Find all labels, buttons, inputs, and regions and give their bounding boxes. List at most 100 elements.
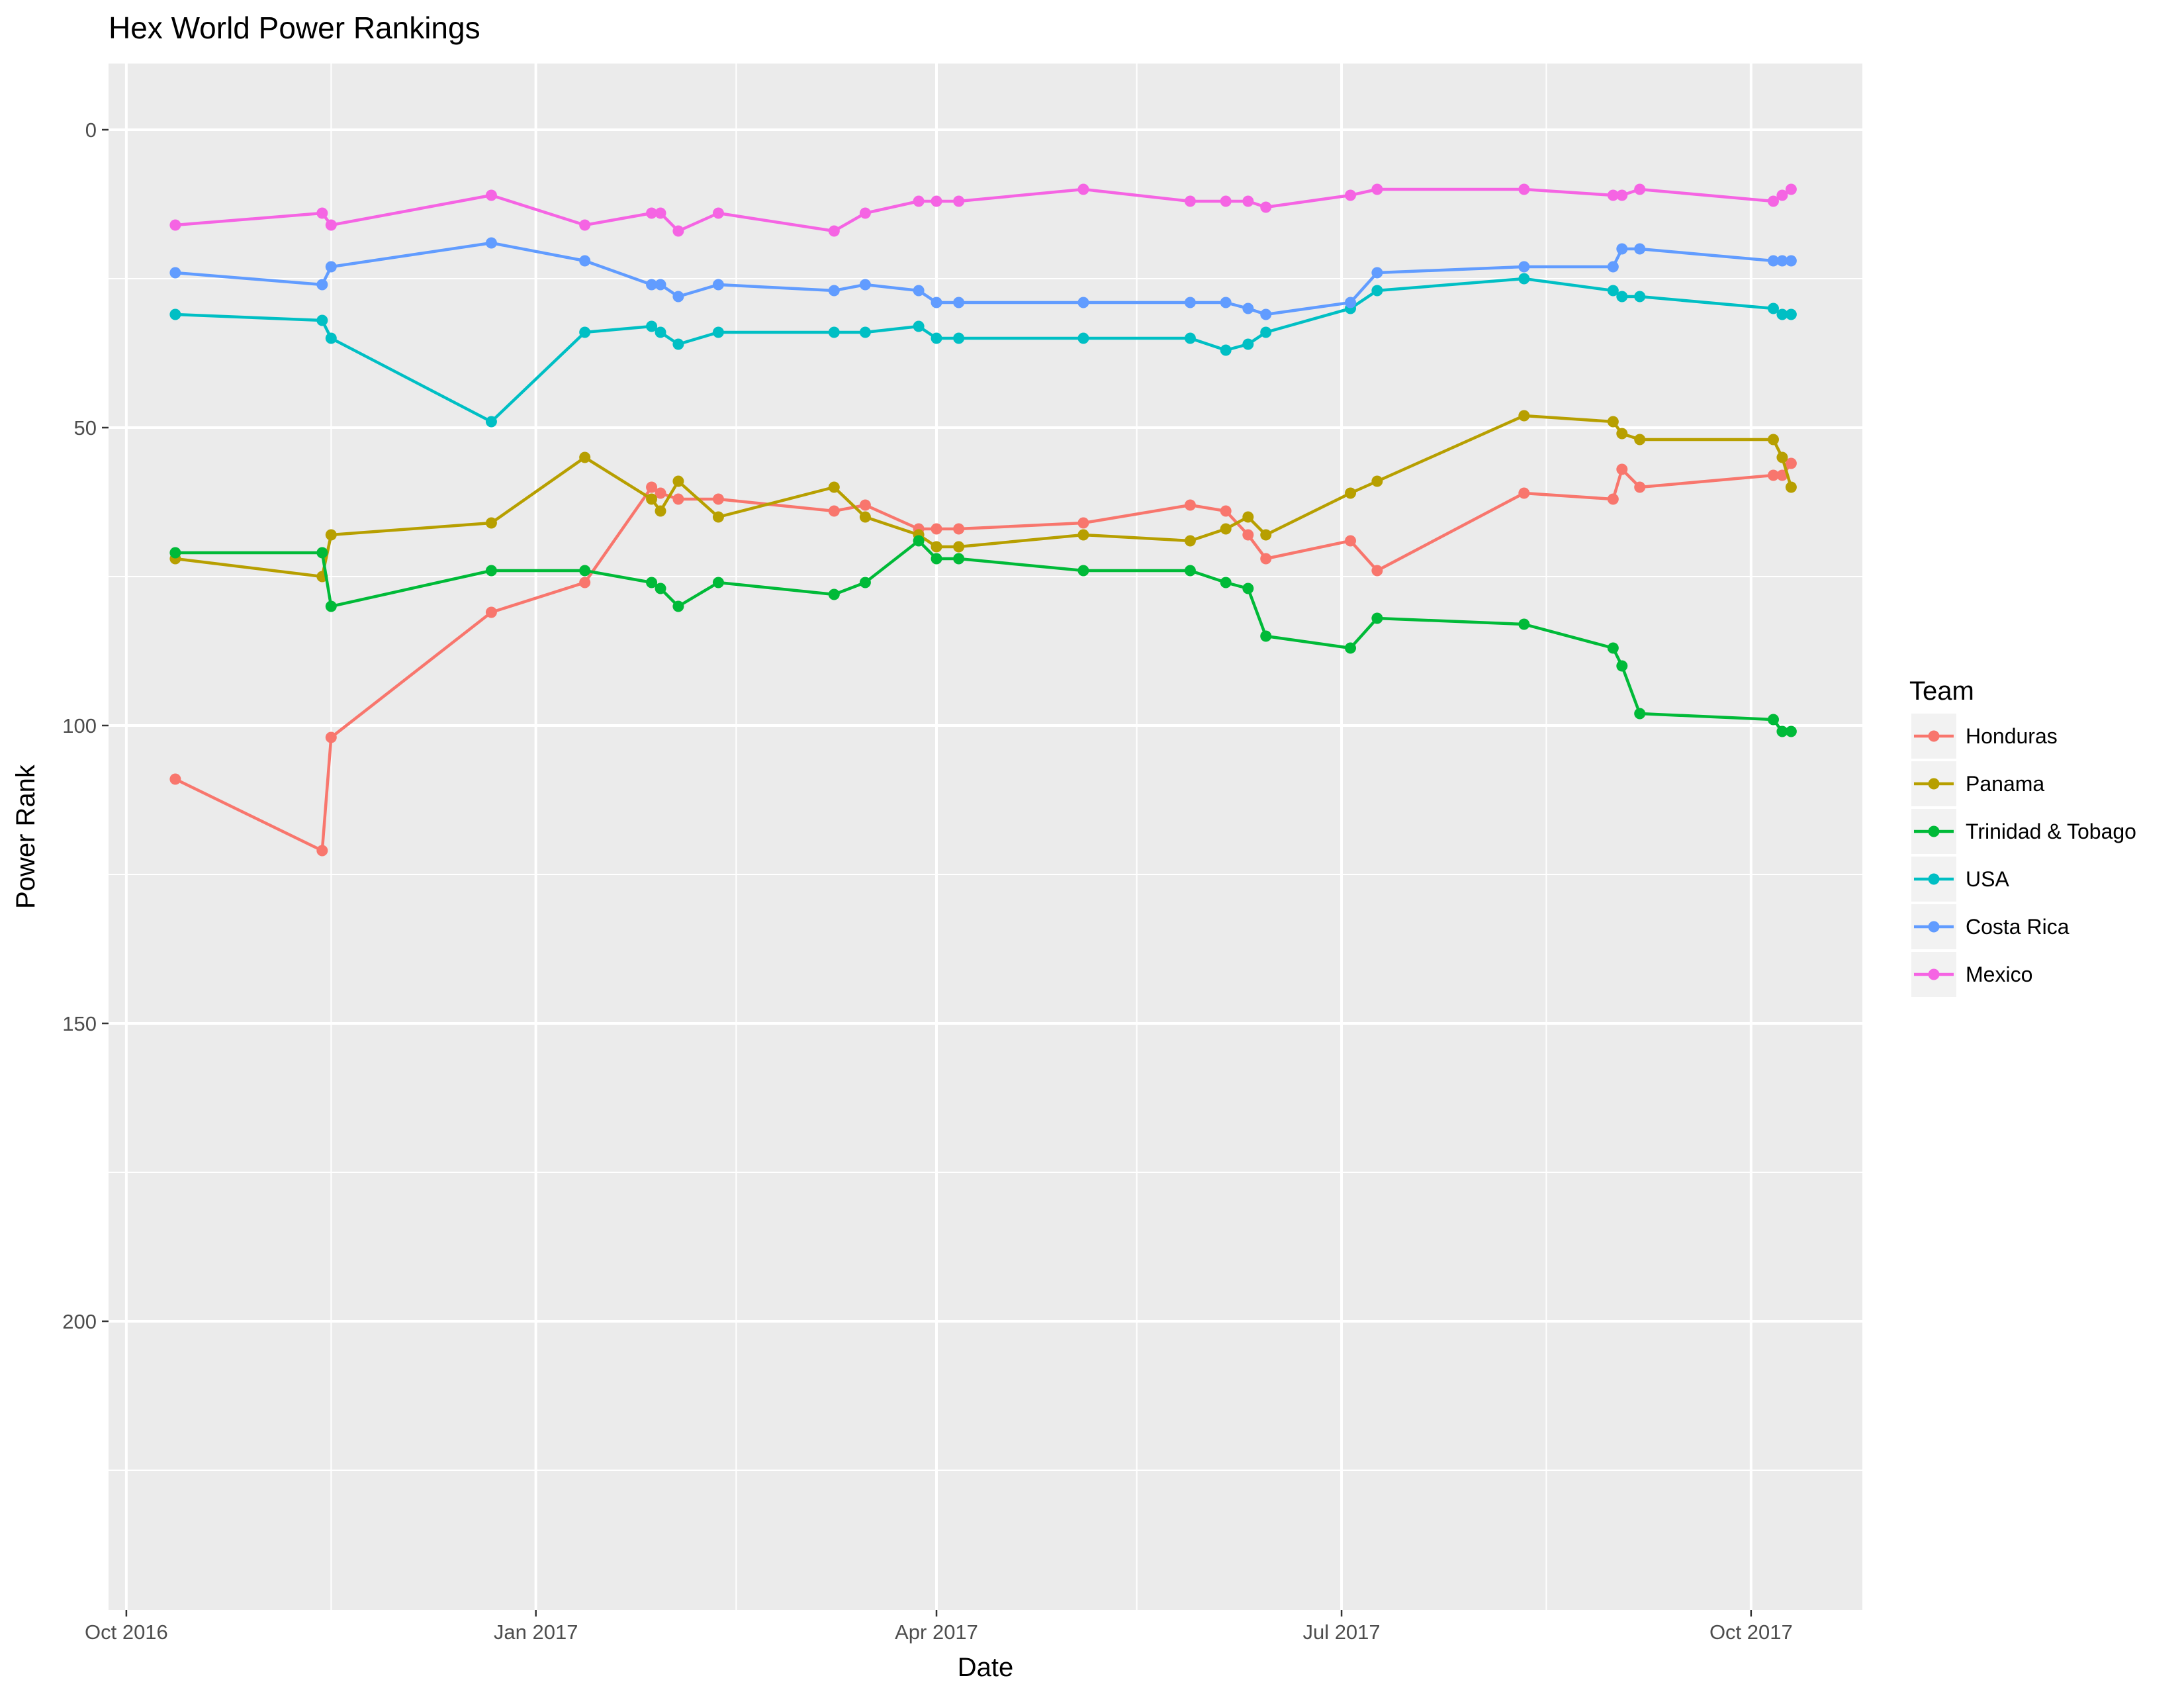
data-point-honduras — [1260, 553, 1272, 565]
data-point-mexico — [579, 219, 591, 231]
data-point-honduras — [325, 731, 337, 743]
data-point-honduras — [169, 773, 181, 785]
data-point-panama — [859, 511, 871, 523]
data-point-panama — [655, 505, 666, 517]
data-point-usa — [169, 308, 181, 320]
data-point-costa-rica — [579, 255, 591, 267]
x-axis-title: Date — [958, 1653, 1014, 1682]
data-point-usa — [672, 338, 684, 350]
data-point-honduras — [672, 493, 684, 505]
series-line-trinidad-tobago — [175, 539, 1792, 733]
data-point-trinidad-tobago — [953, 553, 965, 565]
legend-key-point — [1928, 730, 1940, 742]
series-layer — [169, 183, 1797, 857]
data-point-honduras — [1184, 499, 1196, 511]
data-point-usa — [655, 326, 666, 338]
data-point-usa — [325, 332, 337, 344]
data-point-mexico — [859, 207, 871, 219]
data-point-costa-rica — [1220, 297, 1232, 308]
data-point-mexico — [325, 219, 337, 231]
series-line-panama — [175, 414, 1793, 579]
series-usa — [169, 273, 1797, 428]
axis-ticks — [102, 128, 1752, 1617]
data-point-honduras — [1077, 517, 1089, 529]
data-point-costa-rica — [1776, 255, 1788, 267]
legend-item-usa: USA — [1911, 857, 2009, 902]
legend-item-honduras: Honduras — [1911, 714, 2058, 759]
data-point-mexico — [169, 219, 181, 231]
data-point-honduras — [1371, 565, 1383, 577]
data-point-trinidad-tobago — [316, 547, 328, 559]
data-point-panama — [1607, 416, 1619, 428]
data-point-honduras — [828, 505, 840, 517]
data-point-panama — [1767, 434, 1779, 445]
data-point-panama — [646, 493, 658, 505]
data-point-trinidad-tobago — [931, 553, 942, 565]
legend-key-point — [1928, 968, 1940, 980]
data-point-usa — [1785, 308, 1797, 320]
legend-key-point — [1928, 778, 1940, 790]
legend-label: Honduras — [1966, 724, 2058, 748]
data-point-mexico — [1260, 201, 1272, 213]
data-point-usa — [1616, 291, 1628, 303]
y-tick-label: 150 — [62, 1012, 97, 1035]
data-point-mexico — [1371, 183, 1383, 195]
data-point-costa-rica — [1260, 308, 1272, 320]
series-trinidad-tobago — [169, 535, 1797, 737]
data-point-panama — [485, 517, 497, 529]
data-point-panama — [1184, 535, 1196, 547]
data-point-usa — [646, 320, 658, 332]
data-point-mexico — [672, 225, 684, 237]
data-point-costa-rica — [646, 279, 658, 291]
data-point-honduras — [859, 499, 871, 511]
legend-item-trinidad-tobago: Trinidad & Tobago — [1911, 809, 2136, 854]
data-point-costa-rica — [169, 267, 181, 279]
legend-label: Costa Rica — [1966, 915, 2070, 939]
data-point-honduras — [1220, 505, 1232, 517]
legend-key-point — [1928, 873, 1940, 885]
data-point-mexico — [913, 195, 925, 207]
data-point-trinidad-tobago — [1785, 726, 1797, 737]
data-point-trinidad-tobago — [646, 577, 658, 588]
data-point-costa-rica — [1345, 297, 1357, 308]
data-point-trinidad-tobago — [169, 547, 181, 559]
series-line-costa-rica — [175, 241, 1792, 316]
data-point-costa-rica — [931, 297, 942, 308]
data-point-costa-rica — [1616, 243, 1628, 255]
data-point-mexico — [1345, 189, 1357, 201]
data-point-costa-rica — [1607, 261, 1619, 273]
series-costa-rica — [169, 237, 1797, 320]
data-point-honduras — [1634, 481, 1646, 493]
y-axis-tick-labels: 0 50 100 150 200 — [62, 118, 97, 1333]
data-point-panama — [1776, 451, 1788, 463]
chart-title: Hex World Power Rankings — [109, 11, 480, 45]
data-point-trinidad-tobago — [1767, 714, 1779, 726]
data-point-mexico — [1518, 183, 1530, 195]
data-point-costa-rica — [859, 279, 871, 291]
data-point-panama — [1616, 428, 1628, 440]
data-point-panama — [1785, 481, 1797, 493]
legend: Team Honduras Panama Trinidad & Tobago USA C… — [1909, 677, 2136, 997]
x-tick-label: Oct 2017 — [1709, 1620, 1793, 1644]
data-point-trinidad-tobago — [1220, 577, 1232, 588]
data-point-mexico — [1184, 195, 1196, 207]
y-tick-label: 50 — [74, 416, 97, 440]
data-point-panama — [1345, 487, 1357, 499]
data-point-panama — [579, 451, 591, 463]
data-point-costa-rica — [1242, 303, 1254, 314]
data-point-usa — [913, 320, 925, 332]
data-point-trinidad-tobago — [579, 565, 591, 577]
data-point-mexico — [1767, 195, 1779, 207]
data-point-panama — [1518, 410, 1530, 422]
data-point-honduras — [316, 845, 328, 857]
data-point-mexico — [316, 207, 328, 219]
data-point-mexico — [646, 207, 658, 219]
data-point-trinidad-tobago — [1184, 565, 1196, 577]
data-point-trinidad-tobago — [1345, 642, 1357, 654]
data-point-usa — [1371, 285, 1383, 297]
data-point-panama — [1634, 434, 1646, 445]
data-point-honduras — [1776, 469, 1788, 481]
data-point-panama — [931, 541, 942, 553]
data-point-mexico — [712, 207, 724, 219]
data-point-honduras — [1607, 493, 1619, 505]
